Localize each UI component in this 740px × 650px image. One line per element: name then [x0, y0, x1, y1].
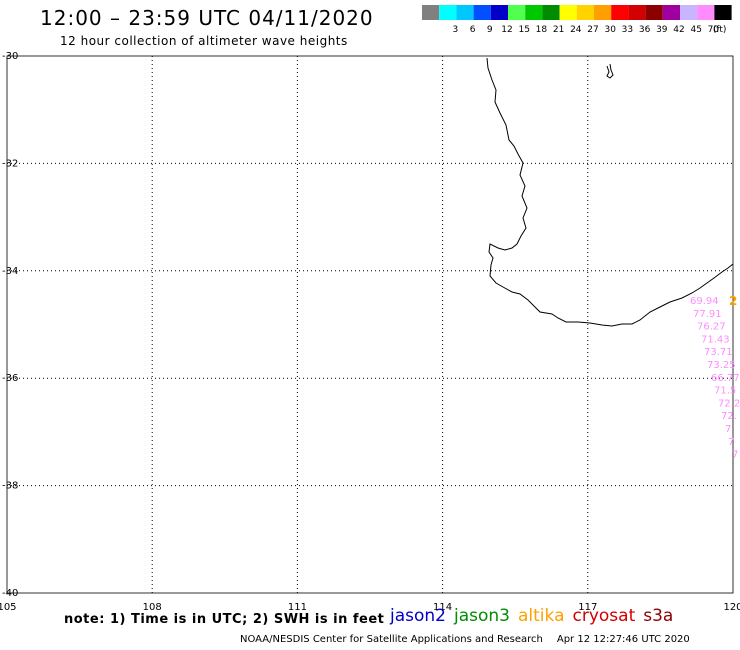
colorbar-label: 30	[604, 25, 616, 35]
lon-tick-label: 120	[723, 602, 740, 610]
colorbar-label: 18	[536, 25, 548, 35]
credit-line: NOAA/NESDIS Center for Satellite Applica…	[240, 634, 690, 645]
colorbar-label: 15	[518, 25, 529, 35]
colorbar-swatch	[473, 5, 491, 20]
map-subtitle: 12 hour collection of altimeter wave hei…	[60, 34, 348, 48]
lat-tick-label: -34	[2, 266, 18, 277]
wave-height-value: 72.	[721, 411, 737, 422]
colorbar-label: 24	[570, 25, 582, 35]
wave-height-colorbar: 3 6 9 12 15 18 21 24 27 30 33 36 39 42 45 70(ft)	[422, 5, 732, 35]
colorbar-label: 36	[639, 25, 651, 35]
map-frame	[6, 55, 734, 594]
footer-note: note: 1) Time is in UTC; 2) SWH is in fe…	[64, 612, 385, 627]
lat-tick-label: -40	[2, 588, 18, 599]
lon-tick-label: 111	[288, 602, 307, 610]
lon-tick-label: 105	[0, 602, 17, 610]
legend-cryosat: cryosat	[572, 606, 636, 626]
timestamp: Apr 12 12:27:46 UTC 2020	[556, 634, 690, 645]
colorbar-swatch	[490, 5, 508, 20]
wave-height-value: 71.5	[714, 386, 736, 397]
coastline	[486, 57, 734, 327]
wave-height-value: 7	[725, 424, 731, 435]
map-title: 12:00 – 23:59 UTC 04/11/2020	[40, 6, 374, 30]
lat-tick-label: -38	[2, 481, 18, 492]
colorbar-swatch	[714, 5, 732, 20]
colorbar-swatch	[697, 5, 715, 20]
wave-height-value: 66.77	[711, 373, 740, 384]
wave-height-value: 72.2	[718, 398, 740, 409]
altimeter-map[interactable]: 105 108 111 114 117 120 -30 -32 -34 -36 -38 -40 69.9…	[0, 0, 740, 610]
wave-height-value: 73.25	[707, 360, 736, 371]
legend-altika: altika	[518, 606, 565, 626]
wave-height-value: 7	[728, 437, 734, 448]
legend-jason2: jason2	[390, 606, 446, 626]
colorbar-label: 27	[587, 25, 598, 35]
colorbar-swatch	[611, 5, 629, 20]
colorbar-swatch	[456, 5, 474, 20]
lon-tick-label: 114	[433, 602, 452, 610]
wave-height-value: 69.94	[690, 296, 719, 307]
lat-tick-label: -32	[2, 158, 18, 169]
colorbar-swatch	[680, 5, 698, 20]
colorbar-swatch	[422, 5, 440, 20]
colorbar-swatch	[508, 5, 526, 20]
credit-text: NOAA/NESDIS Center for Satellite Applica…	[240, 634, 543, 645]
wave-height-value: 7	[732, 450, 738, 461]
wave-height-value: 77.91	[693, 309, 722, 320]
wave-height-value: 76.27	[697, 322, 726, 333]
colorbar-swatch	[559, 5, 577, 20]
colorbar-label: 12	[501, 25, 512, 35]
lat-tick-label: -30	[2, 51, 18, 62]
colorbar-label: 21	[553, 25, 564, 35]
wave-height-value: 73.71	[704, 347, 733, 358]
colorbar-swatch	[594, 5, 612, 20]
colorbar-swatch	[645, 5, 663, 20]
colorbar-swatch	[576, 5, 594, 20]
colorbar-label: 6	[470, 25, 476, 35]
colorbar-label: 3	[453, 25, 459, 35]
colorbar-swatch	[542, 5, 560, 20]
colorbar-label: 70	[708, 25, 720, 35]
legend-s3a: s3a	[643, 606, 674, 626]
colorbar-label: 9	[487, 25, 493, 35]
lon-tick-label: 117	[578, 602, 597, 610]
colorbar-label: 42	[673, 25, 684, 35]
colorbar-label: 45	[690, 25, 701, 35]
edge-wave-value: 2	[729, 294, 737, 308]
legend-jason3: jason3	[454, 606, 510, 626]
colorbar-unit: (ft)	[713, 25, 727, 35]
colorbar-label: 39	[656, 25, 668, 35]
satellite-legend: jason2 jason3 altika cryosat s3a	[390, 606, 681, 626]
wave-height-value: 71.43	[701, 334, 730, 345]
lat-tick-label: -36	[2, 373, 18, 384]
colorbar-label: 33	[622, 25, 633, 35]
colorbar-swatch	[662, 5, 680, 20]
lon-tick-label: 108	[143, 602, 162, 610]
colorbar-swatch	[439, 5, 457, 20]
island-outline	[606, 63, 614, 79]
colorbar-swatch	[525, 5, 543, 20]
colorbar-swatch	[628, 5, 646, 20]
